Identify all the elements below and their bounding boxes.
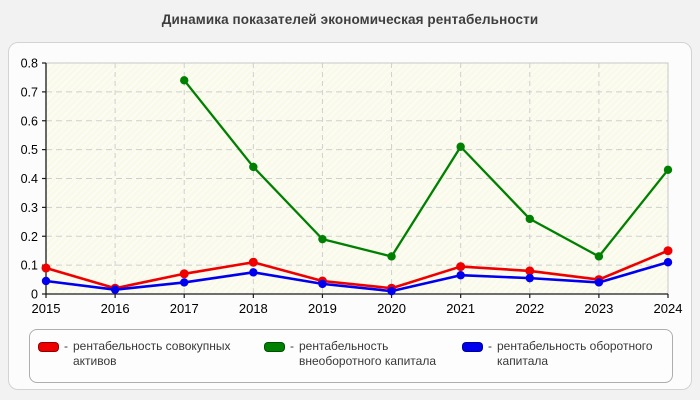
data-point <box>41 276 51 286</box>
data-point <box>594 278 604 287</box>
data-point <box>249 268 258 277</box>
x-tick-label: 2022 <box>515 301 544 316</box>
legend-dash: - <box>290 339 294 353</box>
legend-label-line: рентабельность <box>299 339 389 353</box>
series-line <box>45 260 669 293</box>
data-point <box>594 252 604 261</box>
legend-label-line: рентабельность оборотного <box>497 339 653 353</box>
data-point <box>41 263 51 273</box>
legend-item-noncurrent-capital: - рентабельность внеоборотного капитала <box>264 339 436 368</box>
data-point <box>180 278 189 287</box>
legend-label-line: активов <box>73 353 117 368</box>
legend-swatch-green-icon <box>264 342 285 352</box>
legend: - рентабельность совокупных активов - ре… <box>29 329 673 383</box>
series-line <box>183 79 669 258</box>
x-tick-label: 2024 <box>654 301 683 316</box>
data-point <box>456 262 466 272</box>
legend-swatch-blue-icon <box>462 342 483 352</box>
y-tick-label: 0.4 <box>21 172 38 186</box>
legend-dash: - <box>488 339 492 353</box>
x-tick-label: 2019 <box>308 301 337 316</box>
y-tick-label: 0.5 <box>21 143 38 157</box>
data-point <box>525 273 534 283</box>
data-point <box>663 165 673 175</box>
series-2 <box>41 258 673 296</box>
chart-panel: 0 0.1 0.2 0.3 0.4 0.5 0.6 0.7 0.8 2015 2016 2017 201… <box>8 42 692 390</box>
data-point <box>387 252 396 261</box>
chart-title: Динамика показателей экономическая рента… <box>161 12 539 27</box>
legend-label-line: капитала <box>497 353 549 368</box>
legend-dash: - <box>64 339 68 353</box>
series-1 <box>180 76 673 261</box>
data-point <box>663 258 673 267</box>
x-tick-label: 2016 <box>101 301 130 316</box>
y-tick-label: 0 <box>31 288 38 302</box>
data-point <box>180 76 189 85</box>
data-point <box>318 279 327 289</box>
x-tick-label: 2023 <box>584 301 613 316</box>
x-tick-label: 2018 <box>239 301 268 316</box>
data-point <box>525 214 534 224</box>
x-tick-label: 2017 <box>170 301 199 316</box>
y-tick-label: 0.3 <box>21 201 38 215</box>
legend-item-total-assets: - рентабельность совокупных активов <box>38 339 231 368</box>
legend-swatch-red-icon <box>38 342 59 352</box>
data-point <box>663 246 673 256</box>
y-tick-label: 0.7 <box>21 85 38 99</box>
y-tick-label: 0.1 <box>21 259 38 273</box>
data-point <box>318 234 327 244</box>
legend-item-working-capital: - рентабельность оборотного капитала <box>462 339 653 368</box>
data-point <box>456 142 465 151</box>
data-point <box>525 266 535 276</box>
data-point <box>456 271 465 280</box>
legend-label-line: внеоборотного капитала <box>299 353 436 368</box>
data-point <box>249 162 258 172</box>
y-tick-label: 0.2 <box>21 230 38 244</box>
data-point <box>248 257 258 267</box>
data-point <box>110 285 120 294</box>
line-chart: 0 0.1 0.2 0.3 0.4 0.5 0.6 0.7 0.8 2015 2016 2017 201… <box>21 57 683 317</box>
data-point <box>387 286 396 296</box>
series-line <box>45 249 669 290</box>
y-tick-label: 0.8 <box>21 57 38 71</box>
x-tick-label: 2020 <box>377 301 406 316</box>
y-tick-label: 0.6 <box>21 114 38 128</box>
data-point <box>179 269 189 279</box>
x-tick-label: 2015 <box>32 301 61 316</box>
legend-label-line: рентабельность совокупных <box>73 339 231 353</box>
x-tick-label: 2021 <box>446 301 475 316</box>
